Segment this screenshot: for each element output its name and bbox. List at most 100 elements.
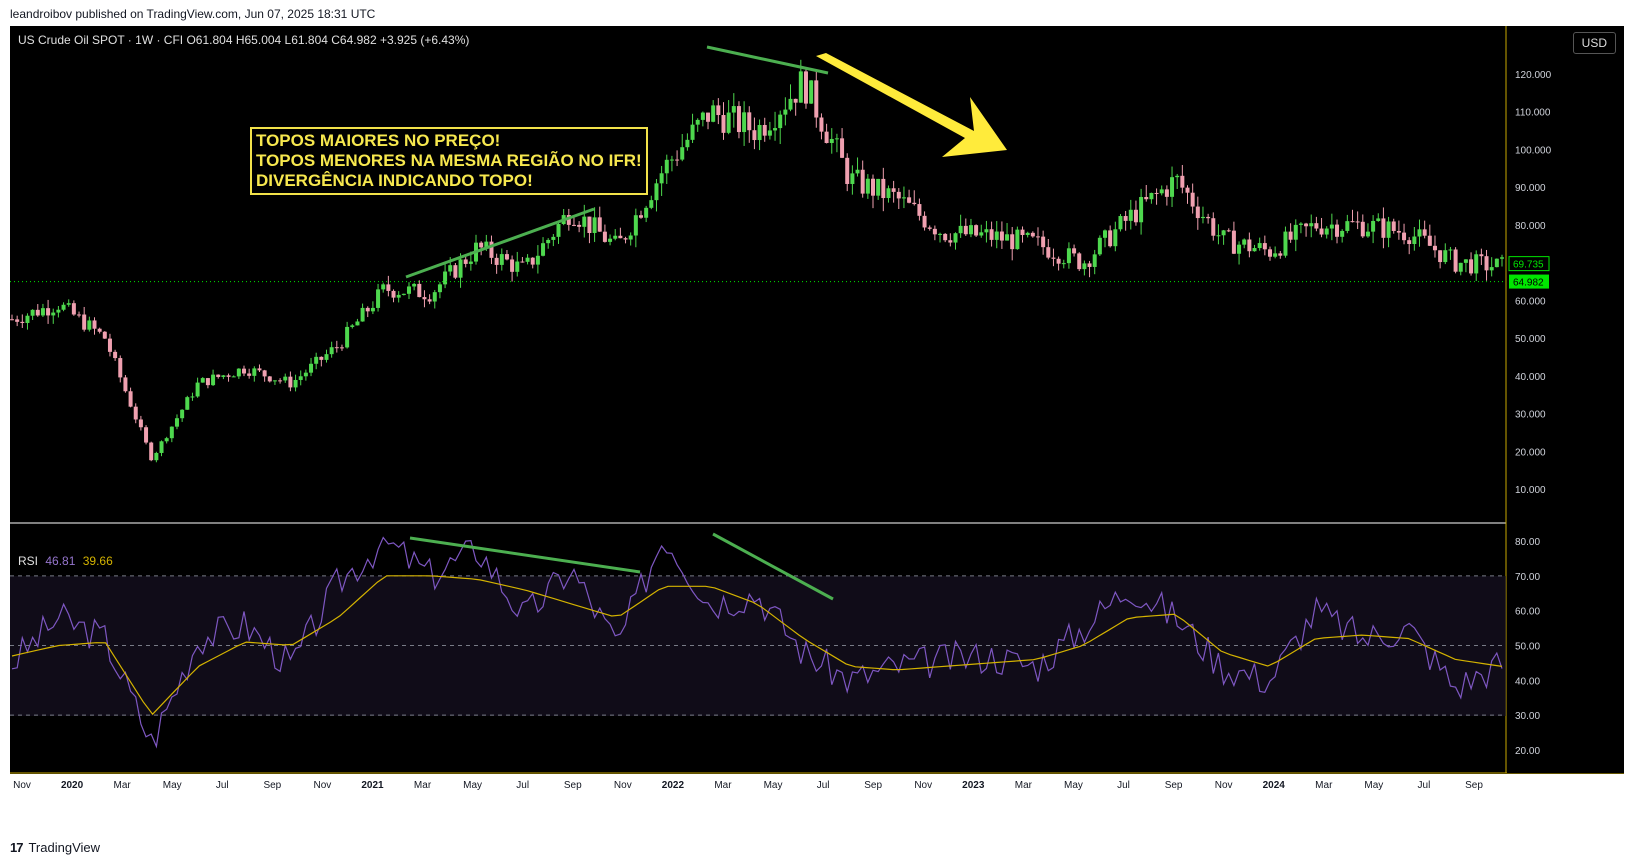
prev-price-tag [1508,256,1550,272]
candle-body [128,391,133,407]
candle-body [1417,229,1422,237]
candle-body [107,338,112,352]
candle-body [834,138,839,140]
candle-body [999,231,1004,241]
candle-body [303,372,308,377]
candle-body [97,328,102,332]
candle-body [1329,224,1334,229]
candle-body [1015,229,1020,250]
price-axis-bg [1507,26,1624,773]
candle-body [1025,232,1030,236]
candle-body [963,225,968,235]
candle-body [92,320,97,329]
candle-body [1376,218,1381,221]
candle-body [855,169,860,174]
candle-body [912,202,917,205]
candle-body [907,197,912,203]
candle-body [494,257,499,265]
candle-body [1118,216,1123,230]
candle-body [1020,229,1025,236]
candle-body [329,347,334,355]
candle-body [1128,209,1133,221]
candle-body [541,243,546,256]
candle-body [721,115,726,133]
candle-body [1309,223,1314,227]
candle-body [865,178,870,194]
trendline [405,207,595,279]
price-tick-label: 120.000 [1515,70,1552,81]
candle-body [360,307,365,322]
candle-body [468,261,473,264]
down-arrow-icon [816,53,1007,157]
candle-body [845,157,850,184]
candle-body [453,265,458,278]
price-tick-label: 20.000 [1515,447,1546,458]
candle-body [77,314,82,316]
candle-body [628,235,633,240]
candle-body [30,309,35,316]
candle-body [1247,239,1252,252]
candle-body [736,106,741,133]
candle-body [118,358,123,378]
time-tick-label: Jul [516,780,529,791]
candle-body [1335,224,1340,237]
candle-body [314,356,319,364]
candle-body [1149,192,1154,200]
candle-body [484,241,489,248]
candle-body [618,235,623,239]
candle-body [623,238,628,240]
divergence-annotation[interactable]: TOPOS MAIORES NO PREÇO! TOPOS MENORES NA… [250,127,648,195]
candle-body [520,261,525,263]
rsi-tick-label: 70.00 [1515,572,1540,583]
candle-body [236,368,241,377]
footer-brand-label: TradingView [28,840,101,855]
candle-body [1391,221,1396,231]
chart-frame[interactable]: 10.000 20.000 30.000 40.000 50.000 60.000 70.0… [10,26,1624,834]
candle-body [979,232,984,236]
candle-body [530,257,535,265]
time-tick-label: May [463,780,482,791]
candle-body [138,419,143,428]
price-tick-label: 10.000 [1515,485,1546,496]
footer-brand[interactable]: 17 TradingView [10,840,100,855]
candle-body [185,397,190,410]
candle-body [355,321,360,326]
candle-body [1273,253,1278,257]
candle-body [499,254,504,265]
candle-body [922,215,927,228]
annotation-line-2: TOPOS MENORES NA MESMA REGIÃO NO IFR! [256,151,642,170]
candle-body [1185,187,1190,193]
candle-body [443,271,448,285]
candle-body [989,229,994,240]
time-tick-label: May [163,780,182,791]
candle-body [793,98,798,103]
chart-canvas[interactable]: 10.000 20.000 30.000 40.000 50.000 60.000 70.0… [10,26,1624,834]
time-tick-label: May [1364,780,1383,791]
candle-body [1010,234,1015,250]
rsi-label: RSI [18,554,39,568]
candle-body [757,124,762,141]
candle-body [968,225,973,235]
candle-body [535,255,540,265]
candle-body [566,215,571,225]
rsi-line [11,536,1503,749]
currency-button[interactable]: USD [1572,32,1616,54]
time-tick-label: Mar [1015,780,1033,791]
candle-body [659,173,664,184]
candle-body [938,233,943,235]
candle-body [1041,236,1046,248]
time-tick-label: Nov [914,780,932,791]
candle-body [809,80,814,104]
candle-body [309,363,314,373]
candle-body [1175,175,1180,178]
candle-body [1283,231,1288,256]
candle-body [1108,230,1113,247]
rsi-tick-label: 60.00 [1515,607,1540,618]
candle-body [711,105,716,122]
candle-body [1381,218,1386,238]
candle-body [1474,254,1479,274]
time-axis-bg [10,774,1624,834]
candle-body [896,191,901,199]
time-tick-label: Jul [817,780,830,791]
candle-body [953,233,958,243]
